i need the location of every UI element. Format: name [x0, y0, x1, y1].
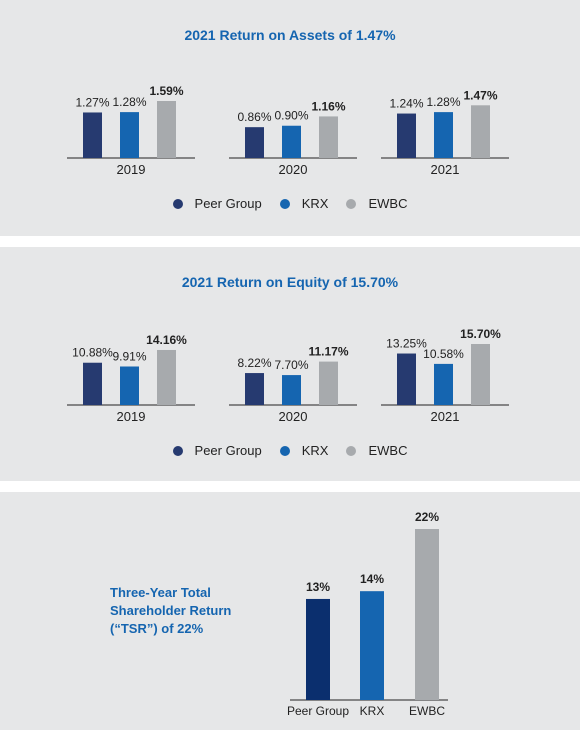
legend-label: KRX [301, 196, 329, 211]
legend-label: Peer Group [194, 443, 262, 458]
bar [415, 529, 439, 700]
data-label: 1.16% [311, 99, 345, 113]
legend-item-ewbc: EWBC [346, 196, 407, 211]
bar [434, 112, 453, 158]
ewbc-swatch-icon [346, 198, 357, 209]
data-label: 1.27% [75, 95, 109, 109]
legend-item-ewbc: EWBC [346, 443, 407, 458]
roe-chart-title: 2021 Return on Equity of 15.70% [181, 274, 399, 290]
x-tick-label: 2021 [431, 162, 460, 177]
tsr-title: Three-Year Total Shareholder Return (“TS… [110, 584, 270, 638]
data-label: 0.90% [274, 109, 308, 123]
krx-swatch-icon [279, 198, 290, 209]
roe-chart: 2019 10.88% 9.91%14.16% 2020 8.22% 7.70%11.17… [67, 327, 509, 424]
roa-panel: 2021 Return on Assets of 1.47% 2019 1.27%… [0, 0, 580, 236]
bar [120, 366, 139, 405]
data-label: 14.16% [146, 333, 187, 347]
tsr-chart: 13% Peer Group 14% KRX 22% EWBC [287, 510, 448, 718]
x-tick-label: KRX [360, 704, 385, 718]
legend-item-krx: KRX [279, 443, 329, 458]
data-label: 13% [306, 580, 330, 594]
data-label: 22% [415, 510, 439, 524]
x-tick-label: 2019 [117, 162, 146, 177]
x-tick-label: Peer Group [287, 704, 349, 718]
bar [319, 361, 338, 405]
tsr-title-line: Three-Year Total [110, 585, 211, 600]
krx-swatch-icon [279, 445, 290, 456]
roa-legend: Peer Group KRX EWBC [0, 196, 580, 211]
x-tick-label: 2020 [279, 162, 308, 177]
legend-label: EWBC [368, 196, 408, 211]
bar [306, 598, 330, 700]
bar [434, 363, 453, 405]
data-label: 10.88% [72, 346, 113, 360]
bar [397, 353, 416, 405]
bar [157, 101, 176, 158]
roe-panel: 2021 Return on Equity of 15.70% 2019 10.8… [0, 247, 580, 481]
data-label: 8.22% [237, 356, 271, 370]
bar [157, 349, 176, 405]
roe-legend: Peer Group KRX EWBC [0, 443, 580, 458]
x-tick-label: 2020 [279, 409, 308, 424]
data-label: 10.58% [423, 347, 464, 361]
ewbc-swatch-icon [346, 445, 357, 456]
tsr-panel: 13% Peer Group 14% KRX 22% EWBC [0, 492, 580, 730]
bar [120, 112, 139, 158]
data-label: 1.24% [389, 97, 423, 111]
bar [282, 375, 301, 405]
tsr-title-line: (“TSR”) of 22% [110, 621, 204, 636]
bar [471, 344, 490, 405]
legend-label: Peer Group [194, 196, 262, 211]
legend-item-peer-group: Peer Group [172, 196, 262, 211]
x-tick-label: 2019 [117, 409, 146, 424]
peer-group-swatch-icon [172, 445, 183, 456]
data-label: 1.59% [149, 84, 183, 98]
bar [83, 112, 102, 158]
x-tick-label: EWBC [409, 704, 445, 718]
bar [83, 362, 102, 405]
bar [245, 373, 264, 405]
data-label: 15.70% [460, 327, 501, 341]
bar [471, 105, 490, 158]
legend-label: KRX [301, 443, 329, 458]
data-label: 7.70% [274, 358, 308, 372]
bar [282, 125, 301, 158]
roa-chart-title: 2021 Return on Assets of 1.47% [184, 27, 396, 43]
data-label: 13.25% [386, 337, 427, 351]
bar [397, 113, 416, 158]
data-label: 1.28% [426, 95, 460, 109]
data-label: 1.47% [463, 88, 497, 102]
x-tick-label: 2021 [431, 409, 460, 424]
bar [245, 127, 264, 158]
data-label: 11.17% [308, 345, 348, 359]
bar [319, 116, 338, 158]
peer-group-swatch-icon [172, 198, 183, 209]
legend-item-peer-group: Peer Group [172, 443, 262, 458]
data-label: 0.86% [237, 110, 271, 124]
tsr-title-line: Shareholder Return [110, 603, 232, 618]
data-label: 14% [360, 572, 384, 586]
bar [360, 591, 384, 700]
legend-item-krx: KRX [279, 196, 329, 211]
data-label: 9.91% [112, 349, 146, 363]
data-label: 1.28% [112, 95, 146, 109]
legend-label: EWBC [368, 443, 408, 458]
